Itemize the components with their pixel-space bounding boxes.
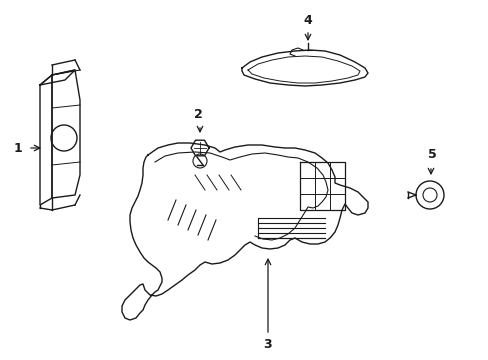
Text: 1: 1 bbox=[14, 141, 22, 154]
Text: 5: 5 bbox=[427, 148, 435, 162]
Text: 3: 3 bbox=[263, 338, 272, 351]
Text: 2: 2 bbox=[193, 108, 202, 122]
Text: 4: 4 bbox=[303, 13, 312, 27]
